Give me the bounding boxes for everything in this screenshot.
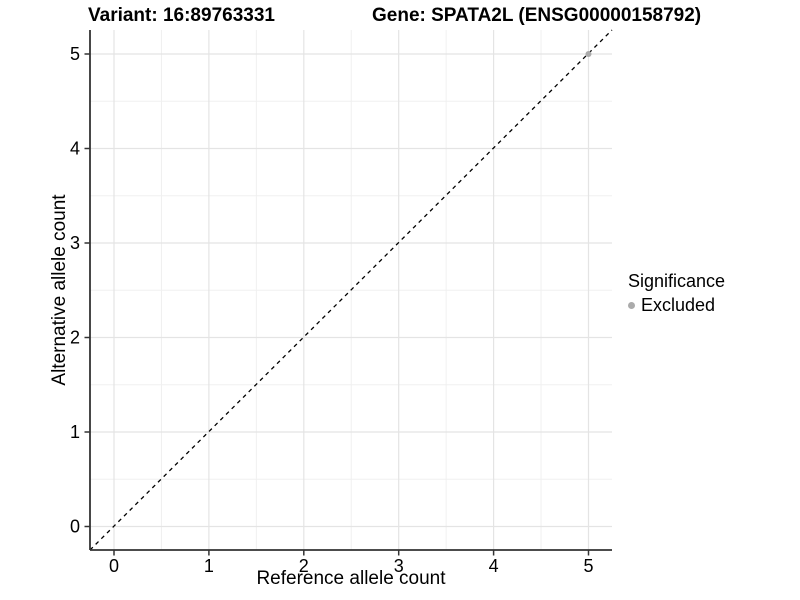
- data-point-excluded: [585, 51, 592, 57]
- y-tick-label: 2: [70, 328, 80, 348]
- identity-line: [89, 29, 613, 551]
- x-tick-label: 3: [394, 556, 404, 576]
- y-tick-label: 4: [70, 139, 80, 159]
- x-tick-label: 0: [109, 556, 119, 576]
- plot-title-gene: Gene: SPATA2L (ENSG00000158792): [372, 5, 702, 26]
- plot-title-variant: Variant: 16:89763331: [88, 5, 275, 26]
- legend: Significance Excluded: [628, 271, 725, 316]
- legend-item-label: Excluded: [641, 295, 716, 315]
- x-tick-label: 5: [583, 556, 593, 576]
- x-tick-label: 2: [299, 556, 309, 576]
- y-tick-label: 3: [70, 233, 80, 253]
- legend-item-excluded: Excluded: [628, 295, 725, 316]
- x-tick-label: 4: [489, 556, 499, 576]
- y-tick-label: 0: [70, 517, 80, 537]
- y-tick-label: 1: [70, 422, 80, 442]
- y-axis-title: Alternative allele count: [49, 194, 70, 386]
- x-axis-title: Reference allele count: [256, 568, 446, 589]
- legend-title: Significance: [628, 271, 726, 291]
- x-tick-label: 1: [204, 556, 214, 576]
- y-tick-label: 5: [70, 44, 80, 64]
- excluded-point-icon: [628, 302, 635, 309]
